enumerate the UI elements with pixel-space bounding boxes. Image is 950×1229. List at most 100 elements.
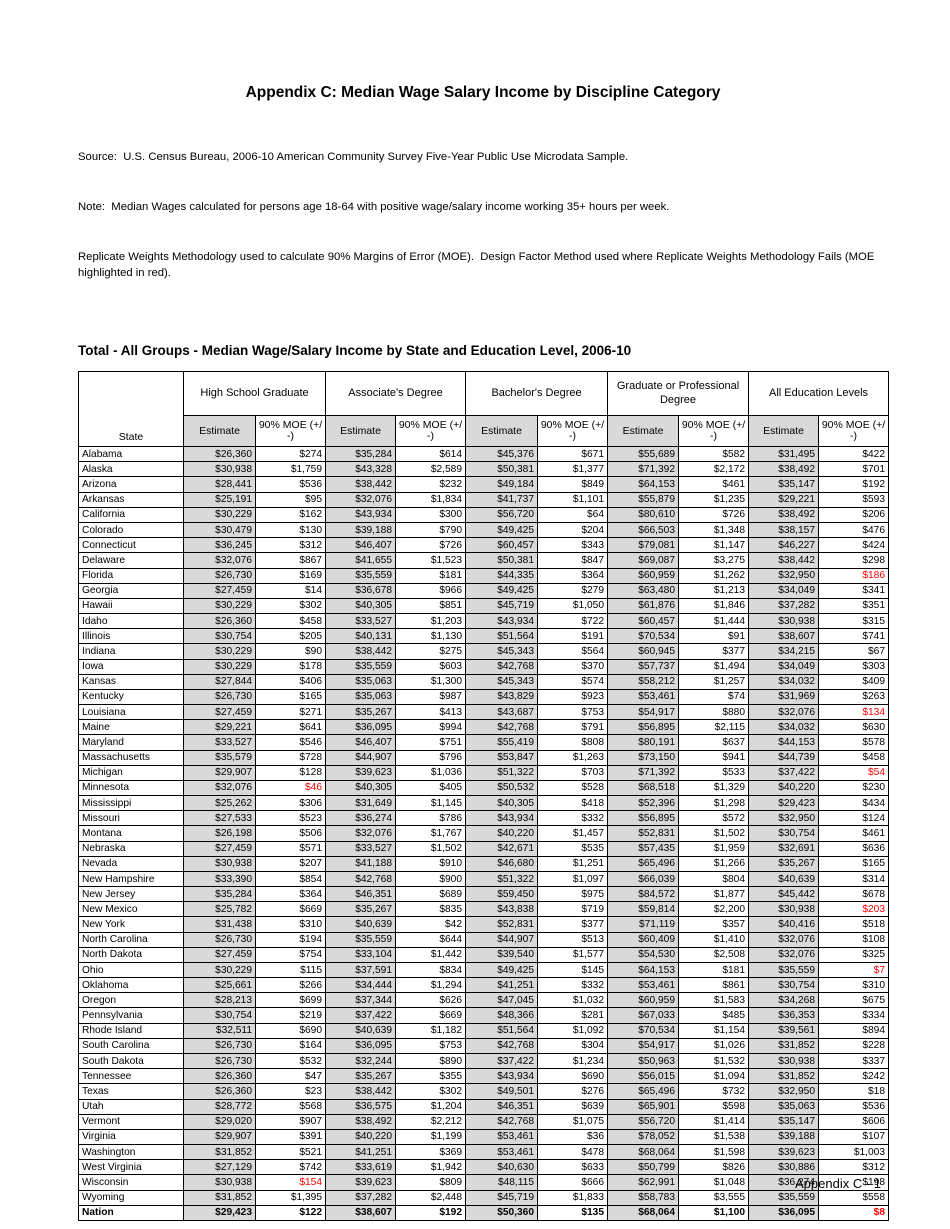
moe-cell: $513 <box>537 931 609 948</box>
estimate-cell: $41,251 <box>465 977 539 994</box>
estimate-cell: $55,879 <box>607 491 680 508</box>
estimate-cell: $35,559 <box>325 567 397 584</box>
state-cell: Utah <box>78 1098 184 1115</box>
estimate-cell: $30,938 <box>748 613 820 630</box>
estimate-cell: $26,360 <box>183 446 256 463</box>
estimate-cell: $42,768 <box>465 1037 539 1055</box>
moe-cell: $315 <box>818 613 890 630</box>
state-cell: Oklahoma <box>78 977 184 994</box>
table-row: Pennsylvania $30,754 $219 $37,422 $669 $48,36… <box>78 1007 890 1024</box>
estimate-cell: $42,671 <box>465 840 539 857</box>
estimate-cell: $54,917 <box>607 1037 680 1055</box>
estimate-cell: $44,335 <box>465 567 539 584</box>
estimate-cell: $42,768 <box>465 1113 539 1130</box>
moe-cell: $941 <box>678 749 750 766</box>
moe-cell: $568 <box>254 1098 327 1115</box>
estimate-cell: $32,076 <box>183 779 256 797</box>
moe-cell: $242 <box>818 1068 890 1085</box>
moe-cell: $1,075 <box>537 1113 609 1130</box>
moe-cell: $162 <box>254 506 327 523</box>
estimate-cell: $39,188 <box>325 521 397 539</box>
moe-cell: $987 <box>395 688 467 706</box>
moe-cell: $1,092 <box>537 1022 609 1039</box>
moe-cell: $571 <box>254 840 327 857</box>
estimate-cell: $30,754 <box>748 825 820 842</box>
estimate-cell: $27,129 <box>183 1159 256 1176</box>
estimate-cell: $35,559 <box>748 1189 820 1206</box>
moe-cell: $186 <box>818 567 890 584</box>
estimate-cell: $35,063 <box>325 673 397 690</box>
moe-cell: $405 <box>395 779 467 797</box>
state-cell: New Hampshire <box>78 870 184 888</box>
estimate-cell: $42,768 <box>465 658 539 675</box>
table-row: North Carolina $26,730 $194 $35,559 $644 $44,… <box>78 931 890 948</box>
estimate-cell: $67,033 <box>607 1007 680 1024</box>
moe-cell: $314 <box>818 870 890 888</box>
table-row: Nevada $30,938 $207 $41,188 $910 $46,680 $1,25… <box>78 855 890 872</box>
moe-cell: $169 <box>254 567 327 584</box>
moe-cell: $458 <box>254 613 327 630</box>
estimate-cell: $37,422 <box>325 1007 397 1024</box>
estimate-cell: $33,527 <box>325 613 397 630</box>
estimate-cell: $29,907 <box>183 1128 256 1146</box>
moe-cell: $46 <box>254 779 327 797</box>
estimate-cell: $26,730 <box>183 567 256 584</box>
moe-cell: $1,523 <box>395 552 467 569</box>
moe-cell: $528 <box>537 779 609 797</box>
moe-cell: $1,377 <box>537 461 609 478</box>
estimate-cell: $53,847 <box>465 749 539 766</box>
state-cell: Kansas <box>78 673 184 690</box>
estimate-cell: $31,852 <box>748 1037 820 1055</box>
moe-cell: $1,414 <box>678 1113 750 1130</box>
estimate-header: Estimate <box>748 415 820 448</box>
moe-cell: $303 <box>818 658 890 675</box>
estimate-cell: $39,540 <box>465 946 539 963</box>
estimate-cell: $43,687 <box>465 704 539 721</box>
moe-header: 90% MOE (+/-) <box>818 415 890 448</box>
estimate-cell: $48,115 <box>465 1174 539 1191</box>
estimate-cell: $27,459 <box>183 582 256 599</box>
estimate-cell: $25,191 <box>183 491 256 508</box>
moe-cell: $834 <box>395 961 467 979</box>
estimate-cell: $34,032 <box>748 719 820 736</box>
estimate-cell: $49,425 <box>465 582 539 599</box>
moe-cell: $669 <box>395 1007 467 1024</box>
table-title: Total - All Groups - Median Wage/Salary … <box>78 343 632 359</box>
estimate-cell: $40,639 <box>748 870 820 888</box>
moe-cell: $205 <box>254 628 327 645</box>
state-cell: New Jersey <box>78 886 184 903</box>
estimate-cell: $68,064 <box>607 1144 680 1161</box>
table-row: Arizona $28,441 $536 $38,442 $232 $49,184 $849… <box>78 476 890 493</box>
moe-cell: $178 <box>254 658 327 675</box>
estimate-cell: $37,591 <box>325 961 397 979</box>
estimate-cell: $35,559 <box>325 658 397 675</box>
estimate-cell: $61,876 <box>607 597 680 615</box>
estimate-cell: $28,213 <box>183 992 256 1009</box>
estimate-cell: $59,450 <box>465 886 539 903</box>
estimate-cell: $55,419 <box>465 734 539 751</box>
moe-cell: $64 <box>537 506 609 523</box>
moe-cell: $753 <box>395 1037 467 1055</box>
moe-cell: $1,147 <box>678 537 750 554</box>
estimate-cell: $35,267 <box>325 1068 397 1085</box>
estimate-cell: $40,131 <box>325 628 397 645</box>
estimate-cell: $32,076 <box>325 825 397 842</box>
moe-cell: $809 <box>395 1174 467 1191</box>
estimate-cell: $46,680 <box>465 855 539 872</box>
estimate-cell: $71,119 <box>607 916 680 933</box>
table-row: Michigan $29,907 $128 $39,623 $1,036 $51,322 $… <box>78 764 890 781</box>
estimate-cell: $43,838 <box>465 901 539 918</box>
table-row: North Dakota $27,459 $754 $33,104 $1,442 $39,… <box>78 946 890 963</box>
estimate-cell: $27,533 <box>183 810 256 827</box>
estimate-cell: $43,934 <box>465 1068 539 1085</box>
moe-cell: $732 <box>678 1083 750 1100</box>
estimate-cell: $45,442 <box>748 886 820 903</box>
estimate-header: Estimate <box>465 415 539 448</box>
estimate-cell: $40,305 <box>325 597 397 615</box>
moe-cell: $849 <box>537 476 609 493</box>
estimate-cell: $36,274 <box>325 810 397 827</box>
state-cell: Michigan <box>78 764 184 781</box>
estimate-cell: $58,783 <box>607 1189 680 1206</box>
estimate-cell: $35,559 <box>325 931 397 948</box>
moe-cell: $219 <box>254 1007 327 1024</box>
